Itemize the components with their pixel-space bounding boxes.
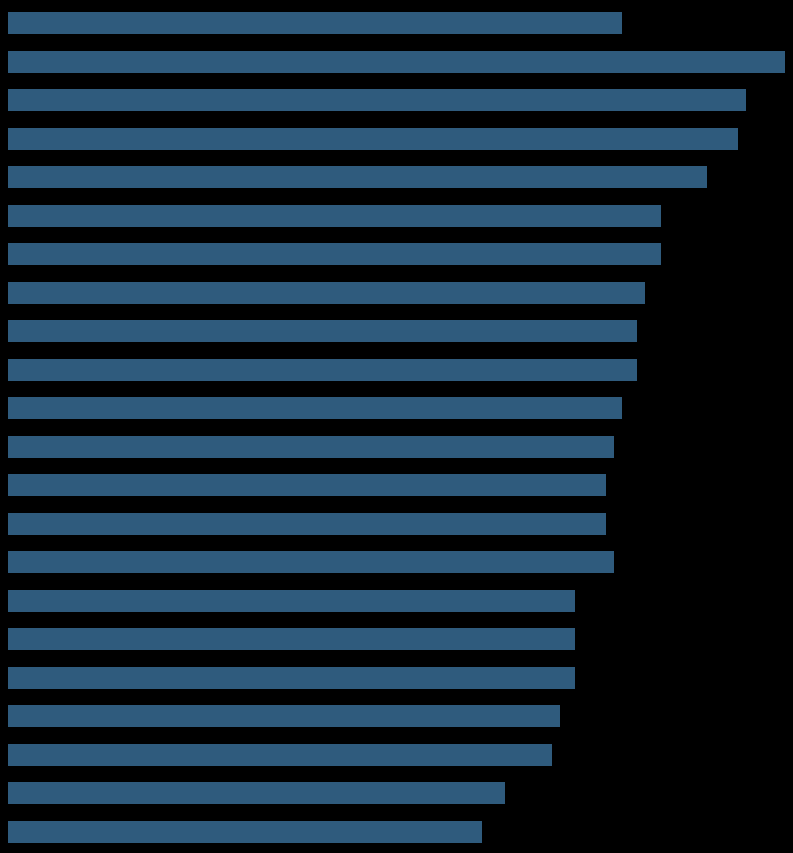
bar [8, 436, 614, 458]
bar [8, 628, 575, 650]
bar [8, 474, 606, 496]
bar-row [8, 543, 785, 582]
bar [8, 89, 746, 111]
bar [8, 513, 606, 535]
bar-row [8, 197, 785, 236]
bar [8, 705, 560, 727]
bar [8, 205, 661, 227]
bar-row [8, 43, 785, 82]
bar [8, 782, 505, 804]
bar [8, 243, 661, 265]
bar-row [8, 120, 785, 159]
bar [8, 51, 785, 73]
bar-row [8, 659, 785, 698]
bar [8, 551, 614, 573]
bar [8, 320, 637, 342]
bar-row [8, 351, 785, 390]
bar [8, 590, 575, 612]
bar-row [8, 389, 785, 428]
bar-row [8, 428, 785, 467]
bar-row [8, 4, 785, 43]
bar [8, 359, 637, 381]
bar [8, 166, 707, 188]
bar-row [8, 774, 785, 813]
bar [8, 282, 645, 304]
bar-row [8, 736, 785, 775]
bar [8, 667, 575, 689]
bar-row [8, 505, 785, 544]
bar-row [8, 235, 785, 274]
bar-row [8, 158, 785, 197]
bar-row [8, 81, 785, 120]
horizontal-bar-chart [0, 0, 793, 853]
bar-row [8, 274, 785, 313]
bar [8, 821, 482, 843]
bar [8, 397, 622, 419]
bar [8, 744, 552, 766]
bar-row [8, 582, 785, 621]
bar-row [8, 697, 785, 736]
bar [8, 12, 622, 34]
bar-row [8, 813, 785, 852]
bar [8, 128, 738, 150]
bar-row [8, 466, 785, 505]
bar-row [8, 312, 785, 351]
bar-row [8, 620, 785, 659]
